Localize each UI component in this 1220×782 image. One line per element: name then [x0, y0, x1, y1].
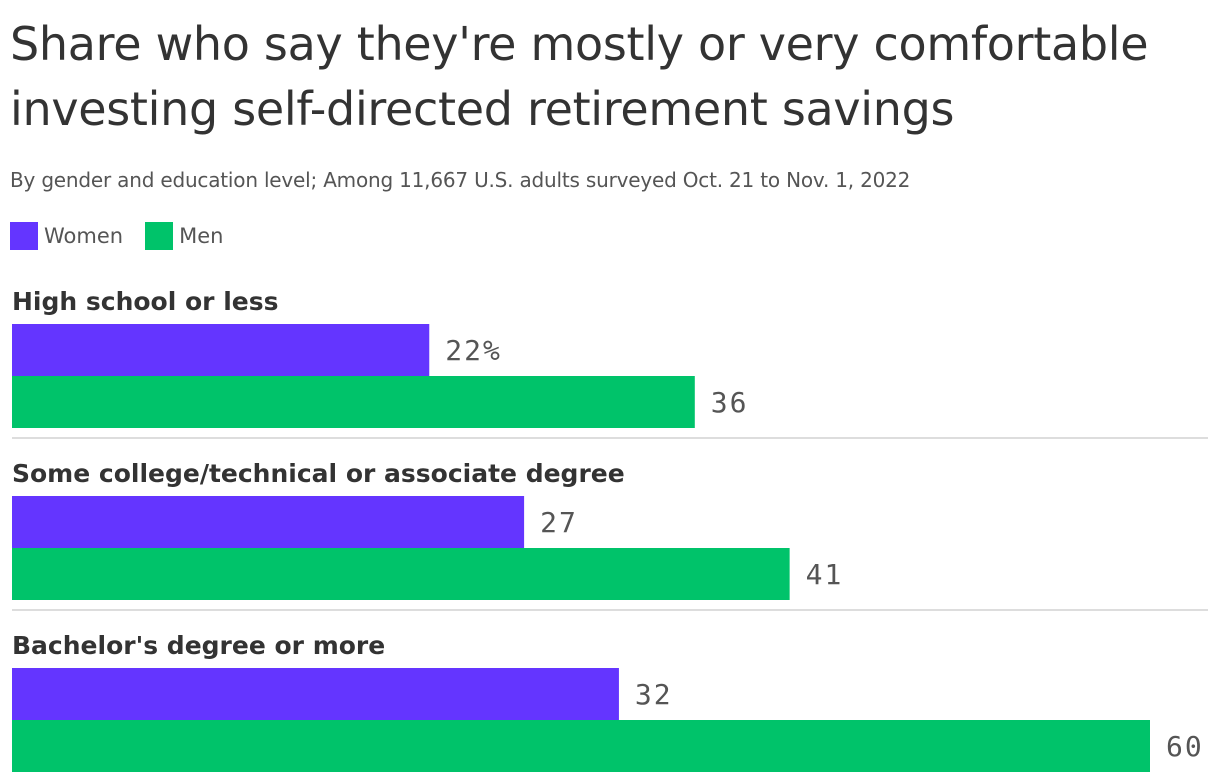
chart-title: Share who say they're mostly or very com…	[10, 17, 1149, 136]
category-label: Some college/technical or associate degr…	[12, 459, 625, 488]
bar-men	[12, 548, 790, 600]
data-label: 41	[806, 558, 844, 591]
bar-women	[12, 496, 525, 548]
legend-label-men: Men	[179, 224, 224, 248]
chart-subtitle: By gender and education level; Among 11,…	[10, 168, 911, 192]
bar-women	[12, 668, 619, 720]
bar-women	[12, 324, 430, 376]
bar-men	[12, 376, 695, 428]
category-label: Bachelor's degree or more	[12, 631, 385, 660]
legend-label-women: Women	[44, 224, 124, 248]
data-label: 22%	[445, 334, 502, 367]
data-label: 27	[540, 506, 578, 539]
legend-item-women: Women	[10, 222, 123, 250]
bar-group: High school or less 22% 36	[12, 287, 749, 428]
data-label: 32	[635, 678, 673, 711]
legend-swatch-men	[145, 222, 174, 250]
bar-group: Bachelor's degree or more 32 60	[12, 631, 1204, 772]
bar-group: Some college/technical or associate degr…	[12, 459, 844, 600]
data-label: 36	[711, 386, 749, 419]
legend: Women Men	[10, 222, 245, 250]
legend-item-men: Men	[145, 222, 223, 250]
legend-swatch-women	[10, 222, 38, 250]
data-label: 60	[1166, 730, 1204, 763]
bar-men	[12, 720, 1150, 772]
category-label: High school or less	[12, 287, 279, 316]
